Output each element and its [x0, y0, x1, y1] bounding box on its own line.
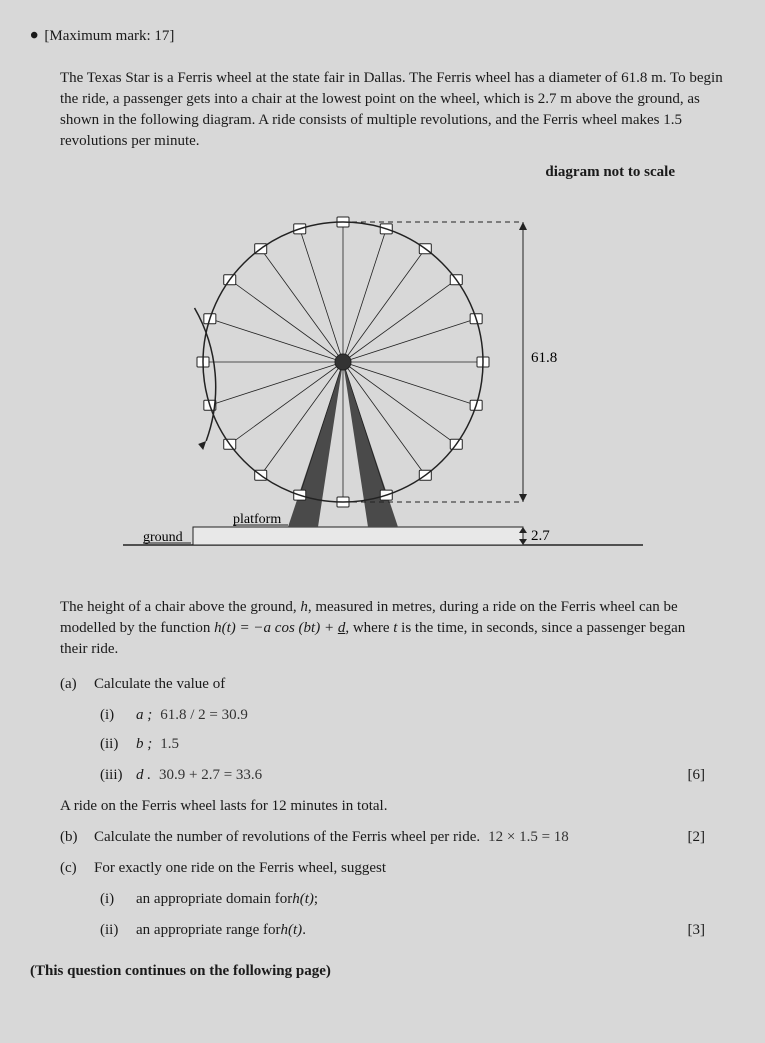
- ride-text-span: A ride on the Ferris wheel lasts for 12 …: [60, 796, 387, 817]
- a-i-handwriting: 61.8 / 2 = 30.9: [160, 705, 248, 726]
- b-handwriting: 12 × 1.5 = 18: [488, 827, 569, 848]
- part-a-i: (i) a ; 61.8 / 2 = 30.9: [100, 705, 735, 726]
- part-c: (c) For exactly one ride on the Ferris w…: [60, 858, 705, 879]
- ferris-diagram: groundplatform61.82.7: [30, 187, 735, 577]
- mt-p1: The height of a chair above the ground,: [60, 599, 300, 615]
- a-ii-text: b ;: [136, 734, 152, 755]
- a-iii-label: (iii): [100, 765, 136, 786]
- part-a-text: Calculate the value of: [94, 674, 225, 695]
- c-i-label: (i): [100, 889, 136, 910]
- part-c-text: For exactly one ride on the Ferris wheel…: [94, 858, 386, 879]
- part-a: (a) Calculate the value of: [60, 674, 705, 695]
- a-iii-handwriting: 30.9 + 2.7 = 33.6: [159, 765, 262, 786]
- svg-text:61.8: 61.8: [531, 350, 557, 366]
- part-b-row: (b) Calculate the number of revolutions …: [60, 827, 705, 848]
- c-ii-tail: .: [302, 920, 306, 941]
- question-bullet: •: [30, 20, 38, 54]
- model-text: The height of a chair above the ground, …: [60, 597, 705, 660]
- c-ii-text: an appropriate range for: [136, 920, 281, 941]
- part-b-text: Calculate the number of revolutions of t…: [94, 827, 480, 848]
- a-ii-handwriting: 1.5: [160, 734, 179, 755]
- continue-note: (This question continues on the followin…: [30, 961, 735, 982]
- ride-text: A ride on the Ferris wheel lasts for 12 …: [60, 796, 705, 817]
- svg-text:2.7: 2.7: [531, 528, 550, 544]
- part-c-i: (i) an appropriate domain for h(t) ;: [100, 889, 735, 910]
- c-i-fn: h(t): [292, 889, 314, 910]
- c-i-tail: ;: [314, 889, 318, 910]
- c-ii-label: (ii): [100, 920, 136, 941]
- part-a-iii: (iii) d . 30.9 + 2.7 = 33.6: [100, 765, 262, 786]
- a-ii-label: (ii): [100, 734, 136, 755]
- c-ii-fn: h(t): [281, 920, 303, 941]
- part-c-label: (c): [60, 858, 94, 879]
- mt-h: h: [300, 599, 308, 615]
- c-i-text: an appropriate domain for: [136, 889, 292, 910]
- a-i-label: (i): [100, 705, 136, 726]
- a-marks: [6]: [688, 765, 706, 786]
- b-marks: [2]: [688, 827, 706, 848]
- mt-fn: h(t) = −a cos (bt) +: [214, 620, 338, 636]
- intro-text: The Texas Star is a Ferris wheel at the …: [60, 68, 725, 152]
- part-a-label: (a): [60, 674, 94, 695]
- max-mark: [Maximum mark: 17]: [44, 26, 174, 47]
- a-iii-text: d .: [136, 765, 151, 786]
- part-b-label: (b): [60, 827, 94, 848]
- scale-note: diagram not to scale: [30, 162, 675, 183]
- part-c-ii: (ii) an appropriate range for h(t) .: [100, 920, 306, 941]
- part-a-ii: (ii) b ; 1.5: [100, 734, 735, 755]
- c-marks: [3]: [688, 920, 706, 941]
- a-i-text: a ;: [136, 705, 152, 726]
- mt-p3: , where: [345, 620, 393, 636]
